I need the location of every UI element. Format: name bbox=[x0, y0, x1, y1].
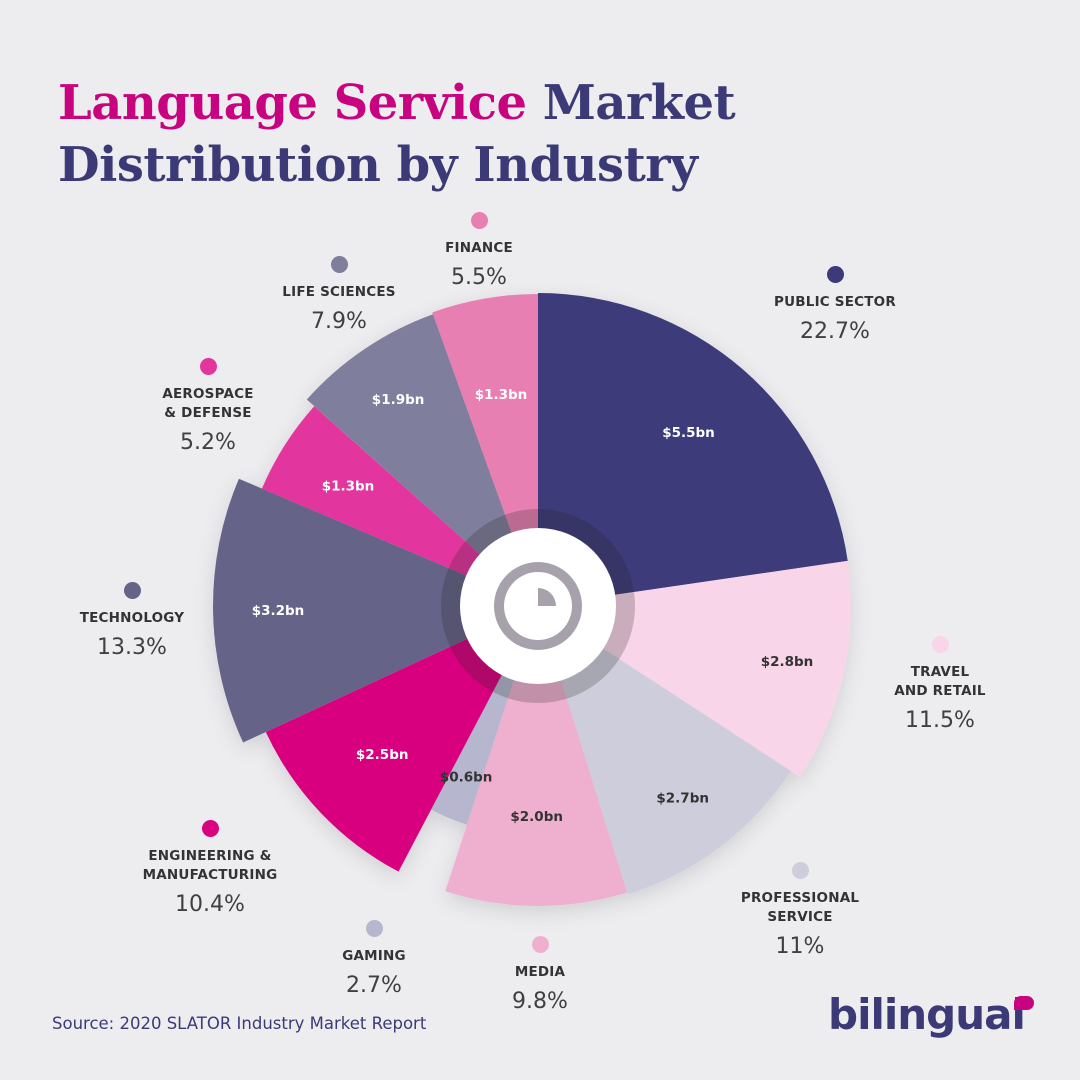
legend-dot bbox=[330, 256, 348, 273]
category-name: TRAVEL AND RETAIL bbox=[894, 664, 986, 699]
label-professional-service: PROFESSIONAL SERVICE 11% bbox=[680, 862, 920, 963]
value-label-finance: $1.3bn bbox=[475, 387, 528, 403]
label-public-sector: PUBLIC SECTOR 22.7% bbox=[715, 266, 955, 348]
value-label-aerospace-and-defense: $1.3bn bbox=[322, 478, 375, 494]
label-media: MEDIA 9.8% bbox=[420, 936, 660, 1018]
slice-public-sector bbox=[538, 293, 848, 606]
category-percent: 11% bbox=[775, 934, 825, 959]
category-percent: 5.2% bbox=[180, 430, 236, 455]
slice-professional-service bbox=[538, 606, 791, 895]
value-label-professional-service: $2.7bn bbox=[656, 791, 709, 807]
slice-travel-and-retail bbox=[538, 560, 851, 777]
category-percent: 7.9% bbox=[311, 309, 367, 334]
value-label-engineering-and-manufacturing: $2.5bn bbox=[356, 747, 409, 763]
value-label-gaming: $0.6bn bbox=[440, 770, 493, 786]
slice-technology bbox=[213, 478, 538, 743]
value-label-public-sector: $5.5bn bbox=[662, 425, 715, 441]
brand-logo: bilingual bbox=[828, 990, 1026, 1039]
value-label-life-sciences: $1.9bn bbox=[372, 392, 425, 408]
slice-life-sciences bbox=[306, 314, 538, 606]
speech-bubble-icon bbox=[1014, 996, 1034, 1010]
value-label-travel-and-retail: $2.8bn bbox=[761, 654, 814, 670]
label-gaming: GAMING 2.7% bbox=[254, 920, 494, 1002]
category-percent: 22.7% bbox=[800, 319, 870, 344]
category-name: LIFE SCIENCES bbox=[282, 284, 396, 300]
legend-dot bbox=[201, 820, 219, 837]
label-life-sciences: LIFE SCIENCES 7.9% bbox=[219, 256, 459, 338]
category-name: AEROSPACE & DEFENSE bbox=[162, 386, 254, 421]
value-label-media: $2.0bn bbox=[510, 809, 563, 825]
category-name: PUBLIC SECTOR bbox=[774, 294, 896, 310]
category-name: ENGINEERING & MANUFACTURING bbox=[142, 848, 278, 883]
category-name: FINANCE bbox=[445, 240, 513, 256]
value-label-technology: $3.2bn bbox=[252, 603, 305, 619]
legend-dot bbox=[931, 636, 949, 653]
category-percent: 13.3% bbox=[97, 635, 167, 660]
legend-dot bbox=[826, 266, 844, 283]
category-name: PROFESSIONAL SERVICE bbox=[740, 890, 860, 925]
label-travel-and-retail: TRAVEL AND RETAIL 11.5% bbox=[820, 636, 1060, 737]
slice-finance bbox=[432, 293, 538, 606]
title-part-2: Market bbox=[542, 75, 736, 131]
label-technology: TECHNOLOGY 13.3% bbox=[12, 582, 252, 664]
category-name: GAMING bbox=[342, 948, 406, 964]
category-name: TECHNOLOGY bbox=[79, 610, 185, 626]
legend-dot bbox=[470, 212, 488, 229]
legend-dot bbox=[365, 920, 383, 937]
label-aerospace-and-defense: AEROSPACE & DEFENSE 5.2% bbox=[88, 358, 328, 459]
legend-dot bbox=[531, 936, 549, 953]
title-part-3: Distribution by Industry bbox=[58, 137, 698, 193]
legend-dot bbox=[199, 358, 217, 375]
slice-engineering-and-manufacturing bbox=[265, 606, 538, 872]
slice-aerospace-and-defense bbox=[261, 406, 538, 606]
category-percent: 10.4% bbox=[175, 892, 245, 917]
page-title: Language Service Market Distribution by … bbox=[58, 72, 736, 196]
center-hub bbox=[441, 509, 635, 703]
source-note: Source: 2020 SLATOR Industry Market Repo… bbox=[52, 1014, 427, 1033]
title-part-1: Language Service bbox=[58, 75, 527, 131]
pie-chart-icon bbox=[494, 562, 582, 650]
slice-media bbox=[445, 606, 628, 907]
category-name: MEDIA bbox=[514, 964, 566, 980]
legend-dot bbox=[791, 862, 809, 879]
label-engineering-and-manufacturing: ENGINEERING & MANUFACTURING 10.4% bbox=[90, 820, 330, 921]
label-finance: FINANCE 5.5% bbox=[359, 212, 599, 294]
category-percent: 11.5% bbox=[905, 708, 975, 733]
category-percent: 2.7% bbox=[346, 973, 402, 998]
legend-dot bbox=[123, 582, 141, 599]
category-percent: 5.5% bbox=[451, 265, 507, 290]
category-percent: 9.8% bbox=[512, 989, 568, 1014]
